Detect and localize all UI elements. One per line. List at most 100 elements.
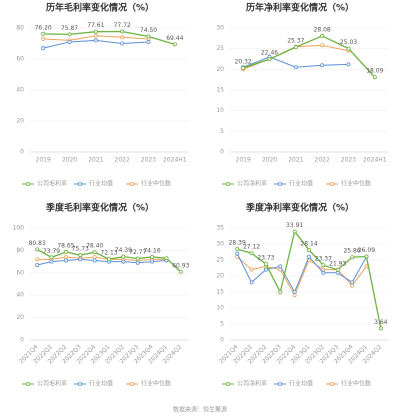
chart-title: 历年毛利率变化情况（%）: [46, 2, 154, 14]
series-line: [242, 35, 376, 78]
point: [67, 39, 72, 44]
point: [267, 57, 272, 62]
data-label: 78.65: [57, 242, 74, 249]
point: [41, 46, 46, 51]
data-label: 76.20: [35, 24, 52, 31]
point: [321, 263, 326, 268]
x-tick-label: 2023: [341, 157, 356, 164]
y-tick-label: 35: [216, 225, 224, 232]
point: [346, 62, 351, 67]
data-label: 3.64: [374, 319, 388, 326]
point: [120, 41, 125, 46]
y-tick-label: 0: [220, 337, 224, 344]
data-label: 33.91: [286, 222, 303, 229]
x-tick-label: 2019: [236, 157, 251, 164]
data-label: 25.37: [287, 38, 304, 45]
y-tick-label: 100: [13, 225, 25, 232]
legend-label: 公司净利率: [237, 380, 267, 388]
data-label: 20.32: [235, 59, 252, 66]
data-label: 69.44: [166, 35, 183, 42]
legend-marker: [78, 181, 83, 186]
legend-label: 公司净利率: [237, 180, 267, 188]
series-line: [37, 258, 167, 266]
point: [350, 283, 355, 288]
legend-label: 行业中位数: [141, 180, 171, 188]
point: [63, 255, 68, 260]
point: [293, 45, 298, 50]
x-tick-label: 2024H1: [363, 157, 387, 164]
point: [293, 65, 298, 70]
legend-label: 行业中位数: [341, 380, 371, 388]
legend-marker: [78, 381, 83, 386]
point: [49, 259, 54, 264]
point: [35, 257, 40, 262]
y-tick-label: 0: [20, 337, 24, 344]
point: [78, 253, 83, 258]
data-label: 23.37: [315, 256, 332, 263]
legend-marker: [277, 381, 282, 386]
y-tick-label: 30: [216, 25, 224, 32]
y-tick-label: 0: [20, 149, 24, 156]
point: [78, 257, 83, 262]
data-label: 27.12: [243, 244, 260, 251]
data-label: 28.14: [300, 240, 317, 247]
point: [67, 32, 72, 37]
y-tick-label: 15: [216, 87, 224, 94]
point: [263, 262, 268, 267]
point: [120, 29, 125, 34]
y-tick-label: 10: [216, 305, 224, 312]
point: [278, 289, 283, 294]
y-tick-label: 5: [220, 128, 224, 135]
point: [93, 38, 98, 43]
chart-title: 季度净利率变化情况（%）: [245, 202, 354, 214]
point: [378, 326, 383, 331]
y-tick-label: 30: [216, 241, 224, 248]
data-label: 26.09: [358, 247, 375, 254]
point: [172, 42, 177, 47]
y-tick-label: 0: [220, 149, 224, 156]
legend-label: 公司毛利率: [37, 180, 67, 188]
point: [292, 289, 297, 294]
data-label: 75.73: [72, 246, 89, 253]
legend-marker: [277, 181, 282, 186]
series-line: [236, 253, 367, 294]
data-label: 18.09: [366, 68, 383, 75]
y-tick-label: 40: [16, 87, 24, 94]
point: [263, 267, 268, 272]
legend-marker: [129, 181, 134, 186]
x-tick-label: 2023: [141, 157, 156, 164]
point: [63, 258, 68, 263]
y-tick-label: 5: [220, 321, 224, 328]
data-label: 77.72: [114, 22, 131, 29]
legend-label: 行业均值: [289, 180, 313, 188]
point: [364, 254, 369, 259]
legend-marker: [25, 381, 30, 386]
point: [120, 35, 125, 40]
point: [320, 43, 325, 48]
data-label: 78.40: [86, 243, 103, 250]
data-label: 22.46: [261, 50, 278, 57]
point: [292, 293, 297, 298]
x-tick-label: 2020: [262, 157, 277, 164]
point: [93, 29, 98, 34]
legend-label: 公司毛利率: [37, 380, 67, 388]
x-tick-label: 2021: [88, 157, 103, 164]
y-tick-label: 60: [16, 269, 24, 276]
point: [49, 255, 54, 260]
point: [235, 247, 240, 252]
point: [35, 247, 40, 252]
point: [249, 267, 254, 272]
point: [249, 251, 254, 256]
point: [121, 259, 126, 264]
legend-marker: [225, 381, 230, 386]
point: [63, 249, 68, 254]
x-tick-label: 2022: [315, 157, 330, 164]
chart-title: 历年净利率变化情况（%）: [246, 2, 354, 14]
point: [241, 66, 246, 71]
y-tick-label: 10: [216, 107, 224, 114]
data-label: 25.86: [343, 248, 360, 255]
y-tick-label: 20: [16, 314, 24, 321]
x-tick-label: 2020: [62, 157, 77, 164]
y-tick-label: 80: [16, 25, 24, 32]
y-tick-label: 80: [16, 247, 24, 254]
